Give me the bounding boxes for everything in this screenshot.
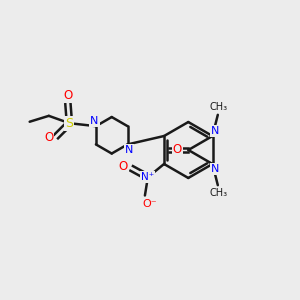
Text: CH₃: CH₃ xyxy=(209,188,227,198)
Text: CH₃: CH₃ xyxy=(209,102,227,112)
Text: O: O xyxy=(63,89,73,102)
Text: O⁻: O⁻ xyxy=(142,199,157,209)
Text: N: N xyxy=(90,116,99,126)
Text: O: O xyxy=(44,131,53,144)
Text: N: N xyxy=(211,164,220,174)
Text: N: N xyxy=(211,126,220,136)
Text: O: O xyxy=(119,160,128,173)
Text: O: O xyxy=(173,143,182,157)
Text: S: S xyxy=(65,117,74,130)
Text: N: N xyxy=(125,145,133,155)
Text: N⁺: N⁺ xyxy=(141,172,154,182)
